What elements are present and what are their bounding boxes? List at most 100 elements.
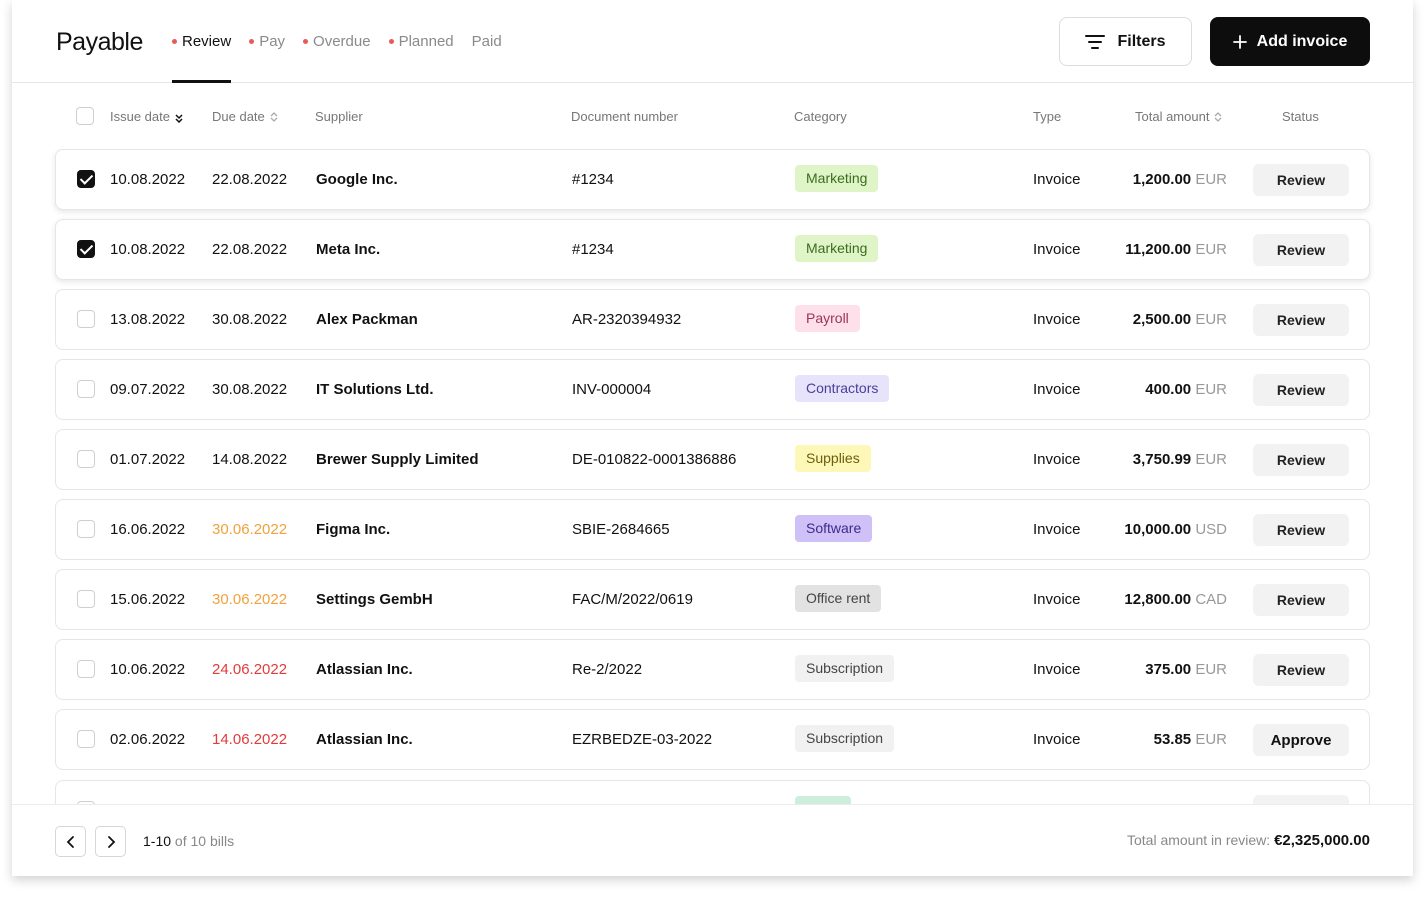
review-button[interactable]: Review <box>1253 304 1349 336</box>
category-tag: Marketing <box>795 165 879 192</box>
review-button[interactable]: Review <box>1253 584 1349 616</box>
previous-page-button[interactable] <box>55 826 86 857</box>
amount-currency: EUR <box>1195 241 1227 258</box>
next-page-button[interactable] <box>95 826 126 857</box>
total-amount: 3,750.99 EUR <box>1133 451 1227 468</box>
column-type: Type <box>1033 109 1061 124</box>
add-invoice-label: Add invoice <box>1256 32 1348 50</box>
supplier-name: Brewer Supply Limited <box>316 451 479 468</box>
select-all-checkbox[interactable] <box>76 107 94 125</box>
review-button[interactable]: Review <box>1253 444 1349 476</box>
tab-label: Planned <box>398 33 454 50</box>
column-due-date[interactable]: Due date <box>212 109 279 124</box>
category-tag: Subscription <box>795 725 895 752</box>
row-checkbox[interactable] <box>77 801 95 804</box>
review-button[interactable]: Review <box>1253 374 1349 406</box>
table-row[interactable]: 13.08.2022 30.08.2022 Alex Packman AR-23203… <box>55 289 1370 350</box>
invoice-list: 10.08.2022 22.08.2022 Google Inc. #1234 Mark… <box>12 149 1413 804</box>
column-issue-date[interactable]: Issue date <box>110 109 184 124</box>
column-category: Category <box>794 109 847 124</box>
category-tag: Contractors <box>795 375 890 402</box>
total-amount: 53.85 EUR <box>1154 731 1227 748</box>
amount-value: 375.00 <box>1145 661 1192 678</box>
supplier-name: Atlassian Inc. <box>316 661 413 678</box>
amount-currency: EUR <box>1195 311 1227 328</box>
review-button[interactable]: Review <box>1253 654 1349 686</box>
column-total-amount[interactable]: Total amount <box>1135 109 1223 124</box>
amount-currency: EUR <box>1195 731 1227 748</box>
document-number: #1234 <box>572 171 614 188</box>
supplier-name: Figma Inc. <box>316 521 391 538</box>
amount-currency: CAD <box>1195 591 1227 608</box>
table-row-partial[interactable] <box>55 780 1370 804</box>
issue-date: 13.08.2022 <box>110 311 186 328</box>
table-row[interactable]: 02.06.2022 14.06.2022 Atlassian Inc. EZRBED… <box>55 709 1370 770</box>
pagination-footer: 1-10 of 10 bills Total amount in review:… <box>12 804 1413 876</box>
tab-review[interactable]: Review <box>172 0 232 83</box>
row-checkbox[interactable] <box>77 730 95 748</box>
document-number: SBIE-2684665 <box>572 521 670 538</box>
tab-label: Paid <box>471 33 502 50</box>
due-date: 22.08.2022 <box>212 241 288 258</box>
document-type: Invoice <box>1033 591 1081 608</box>
table-row[interactable]: 15.06.2022 30.06.2022 Settings GembH FAC/M/… <box>55 569 1370 630</box>
filters-button[interactable]: Filters <box>1059 17 1192 66</box>
issue-date: 16.06.2022 <box>110 521 186 538</box>
row-checkbox[interactable] <box>77 240 95 258</box>
tab-overdue[interactable]: Overdue <box>303 0 371 83</box>
column-supplier-label: Supplier <box>315 109 363 124</box>
row-checkbox[interactable] <box>77 310 95 328</box>
row-checkbox[interactable] <box>77 450 95 468</box>
approve-button[interactable]: Approve <box>1253 724 1349 756</box>
table-row[interactable]: 01.07.2022 14.08.2022 Brewer Supply Limite… <box>55 429 1370 490</box>
sort-icon <box>270 111 278 122</box>
sort-desc-icon <box>175 113 183 123</box>
total-in-review: Total amount in review: €2,325,000.00 <box>1127 832 1370 849</box>
tab-label: Pay <box>259 33 286 50</box>
status-tabs: Review Pay Overdue Planned Paid <box>172 0 520 83</box>
row-checkbox[interactable] <box>77 170 95 188</box>
row-checkbox[interactable] <box>77 520 95 538</box>
tab-pay[interactable]: Pay <box>249 0 285 83</box>
document-number: #1234 <box>572 241 614 258</box>
row-checkbox[interactable] <box>77 590 95 608</box>
due-date: 30.08.2022 <box>212 381 288 398</box>
review-button[interactable]: Review <box>1253 164 1349 196</box>
table-row[interactable]: 16.06.2022 30.06.2022 Figma Inc. SBIE-26846… <box>55 499 1370 560</box>
table-row[interactable]: 10.06.2022 24.06.2022 Atlassian Inc. Re-2/2… <box>55 639 1370 700</box>
amount-value: 11,200.00 <box>1125 241 1192 258</box>
document-type: Invoice <box>1033 381 1081 398</box>
table-row[interactable]: 10.08.2022 22.08.2022 Google Inc. #1234 Mark… <box>55 149 1370 210</box>
document-type: Invoice <box>1033 311 1081 328</box>
document-type: Invoice <box>1033 171 1081 188</box>
amount-value: 1,200.00 <box>1132 171 1192 188</box>
document-type: Invoice <box>1033 731 1081 748</box>
table-row[interactable]: 10.08.2022 22.08.2022 Meta Inc. #1234 Market… <box>55 219 1370 280</box>
tab-label: Overdue <box>313 33 371 50</box>
document-number: Re-2/2022 <box>572 661 643 678</box>
due-date: 30.06.2022 <box>212 521 288 538</box>
due-date: 14.06.2022 <box>212 731 288 748</box>
issue-date: 02.06.2022 <box>110 731 186 748</box>
chevron-right-icon <box>107 835 115 848</box>
tab-paid[interactable]: Paid <box>472 0 502 83</box>
row-checkbox[interactable] <box>77 660 95 678</box>
pagination-info: 1-10 of 10 bills <box>143 833 234 849</box>
status-button[interactable] <box>1253 795 1349 804</box>
table-row[interactable]: 09.07.2022 30.08.2022 IT Solutions Ltd. INV… <box>55 359 1370 420</box>
add-invoice-button[interactable]: Add invoice <box>1210 17 1370 66</box>
amount-currency: EUR <box>1195 451 1227 468</box>
tab-planned[interactable]: Planned <box>388 0 454 83</box>
column-supplier: Supplier <box>315 109 363 124</box>
category-tag: Payroll <box>795 305 860 332</box>
total-amount: 12,800.00 CAD <box>1124 591 1227 608</box>
due-date: 30.06.2022 <box>212 591 288 608</box>
amount-currency: EUR <box>1195 381 1227 398</box>
supplier-name: IT Solutions Ltd. <box>316 381 434 398</box>
row-checkbox[interactable] <box>77 380 95 398</box>
column-category-label: Category <box>794 109 847 124</box>
review-button[interactable]: Review <box>1253 234 1349 266</box>
total-amount: 10,000.00 USD <box>1124 521 1227 538</box>
column-document-number-label: Document number <box>571 109 678 124</box>
review-button[interactable]: Review <box>1253 514 1349 546</box>
